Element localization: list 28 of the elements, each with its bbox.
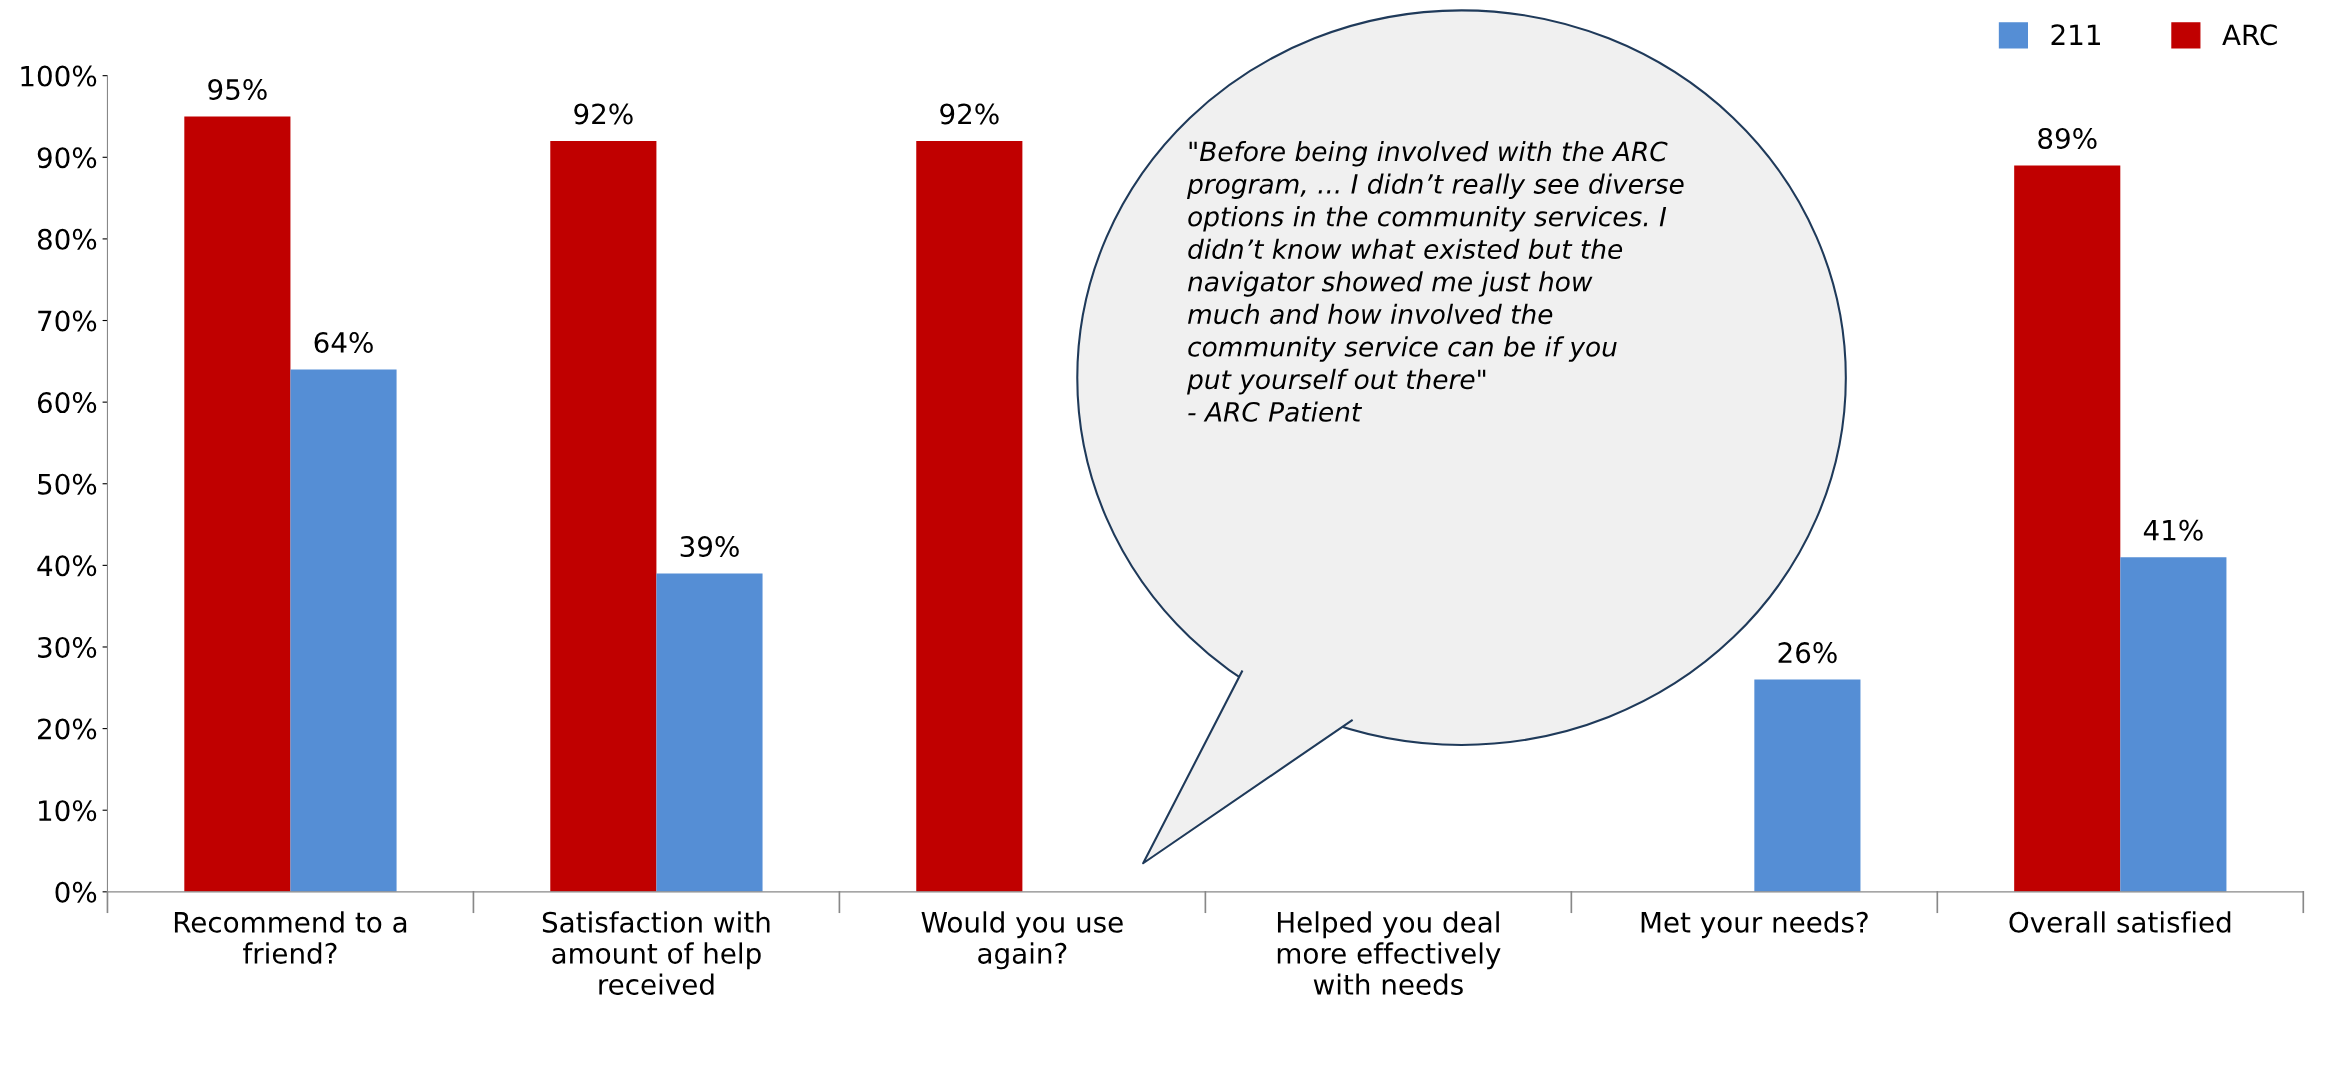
- y-tick-label: 10%: [39, 800, 97, 822]
- legend-label: ARC: [2222, 24, 2277, 46]
- data-label: 92%: [574, 103, 633, 125]
- y-tick-label: 40%: [37, 555, 97, 577]
- y-tick-label: 20%: [38, 718, 97, 740]
- data-label: 41%: [2143, 519, 2203, 541]
- x-tick-label: Would you use again?: [921, 911, 1123, 970]
- text: "Before being involved with the ARC program, ... I didn’t really see diverse options in the community services. I didn’t know what existed but the navigator showed me just how much and how involved the community service can be if you put yourself out there" - ARC Patient: [1187, 140, 1684, 422]
- y-tick-label: 50%: [38, 473, 97, 495]
- y-tick-label: 30%: [38, 636, 97, 658]
- data-label: 95%: [208, 78, 267, 100]
- legend-label: 211: [2051, 24, 2100, 45]
- y-tick-label: 0%: [55, 881, 97, 903]
- data-label: 26%: [1778, 642, 1837, 664]
- x-tick-label: Recommend to a friend?: [174, 911, 407, 964]
- y-tick-label: 100%: [21, 65, 97, 87]
- x-tick-label: Satisfaction with amount of help received: [542, 911, 770, 995]
- data-label: 92%: [940, 103, 999, 125]
- y-tick-label: 70%: [38, 310, 97, 332]
- x-tick-label: Overall satisfied: [2009, 911, 2231, 933]
- data-label: 64%: [314, 331, 373, 353]
- y-tick-label: 80%: [37, 228, 97, 250]
- data-label: 39%: [680, 536, 739, 558]
- x-tick-label: Helped you deal more effectively with needs: [1277, 911, 1501, 995]
- y-tick-label: 90%: [37, 147, 97, 169]
- y-tick-label: 60%: [37, 392, 97, 414]
- x-tick-label: Met your needs?: [1641, 911, 1868, 939]
- data-label: 89%: [2038, 127, 2097, 149]
